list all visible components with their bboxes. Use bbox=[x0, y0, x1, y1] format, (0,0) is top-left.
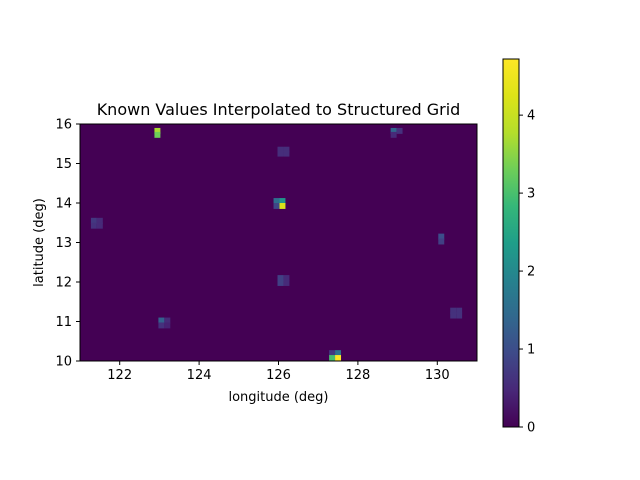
colorbar-tick-label: 4 bbox=[527, 109, 535, 124]
heatmap-cell bbox=[438, 238, 445, 245]
heatmap-cell bbox=[390, 131, 397, 138]
heatmap-cell bbox=[277, 150, 284, 157]
heatmap-cell bbox=[273, 198, 280, 204]
heatmap-cell bbox=[283, 146, 290, 153]
y-axis-label: latitude (deg) bbox=[32, 198, 47, 287]
heatmap-cell bbox=[154, 131, 161, 138]
heatmap-cell bbox=[279, 198, 286, 204]
heatmap-cell bbox=[277, 280, 284, 286]
y-tick-label: 14 bbox=[55, 197, 72, 212]
y-tick-label: 15 bbox=[55, 157, 72, 172]
heatmap-cell bbox=[438, 233, 445, 240]
x-axis: 122 124 126 128 130 bbox=[107, 361, 450, 383]
heatmap-cell bbox=[90, 217, 97, 224]
x-tick-label: 124 bbox=[187, 368, 212, 383]
heatmap-cell bbox=[273, 203, 280, 209]
x-tick-label: 126 bbox=[266, 368, 291, 383]
heatmap-cell bbox=[158, 317, 165, 324]
colorbar-tick-label: 3 bbox=[527, 187, 535, 202]
heatmap-cells bbox=[90, 127, 463, 361]
chart-title: Known Values Interpolated to Structured … bbox=[97, 100, 461, 119]
heatmap-cell bbox=[283, 275, 290, 282]
heatmap-cell bbox=[335, 350, 342, 357]
heatmap-cell bbox=[283, 150, 290, 157]
heatmap-cell bbox=[164, 317, 171, 324]
colorbar-ticks: 0 1 2 3 4 bbox=[519, 109, 535, 436]
heatmap-cell bbox=[277, 275, 284, 282]
heatmap-cell bbox=[279, 203, 286, 209]
x-axis-label: longitude (deg) bbox=[228, 390, 328, 405]
heatmap-cell bbox=[164, 322, 171, 329]
x-tick-label: 122 bbox=[107, 368, 132, 383]
x-tick-label: 128 bbox=[345, 368, 370, 383]
heatmap-cell bbox=[158, 322, 165, 329]
y-tick-label: 16 bbox=[55, 118, 72, 133]
colorbar-tick-label: 0 bbox=[527, 421, 535, 436]
heatmap-cell bbox=[329, 350, 336, 357]
x-tick-label: 130 bbox=[425, 368, 450, 383]
heatmap-cell bbox=[154, 127, 161, 134]
heatmap-cell bbox=[96, 222, 103, 229]
y-tick-label: 10 bbox=[55, 355, 72, 370]
plot-background bbox=[80, 124, 477, 361]
heatmap-cell bbox=[96, 217, 103, 224]
heatmap-cell bbox=[450, 307, 457, 314]
heatmap-cell bbox=[283, 280, 290, 286]
heatmap-cell bbox=[390, 127, 397, 134]
heatmap-cell bbox=[456, 312, 463, 319]
heatmap-cell bbox=[456, 307, 463, 314]
colorbar-tick-label: 2 bbox=[527, 265, 535, 280]
y-tick-label: 12 bbox=[55, 276, 72, 291]
colorbar bbox=[502, 58, 520, 428]
y-tick-label: 11 bbox=[55, 315, 72, 330]
y-axis: 10 11 12 13 14 15 16 bbox=[55, 118, 80, 370]
heatmap-cell bbox=[450, 312, 457, 319]
heatmap-cell bbox=[335, 355, 342, 361]
heatmap-cell bbox=[90, 222, 97, 229]
heatmap-cell bbox=[277, 146, 284, 153]
colorbar-tick-label: 1 bbox=[527, 343, 535, 358]
heatmap-cell bbox=[396, 127, 403, 134]
heatmap-cell bbox=[329, 355, 336, 361]
y-tick-label: 13 bbox=[55, 236, 72, 251]
